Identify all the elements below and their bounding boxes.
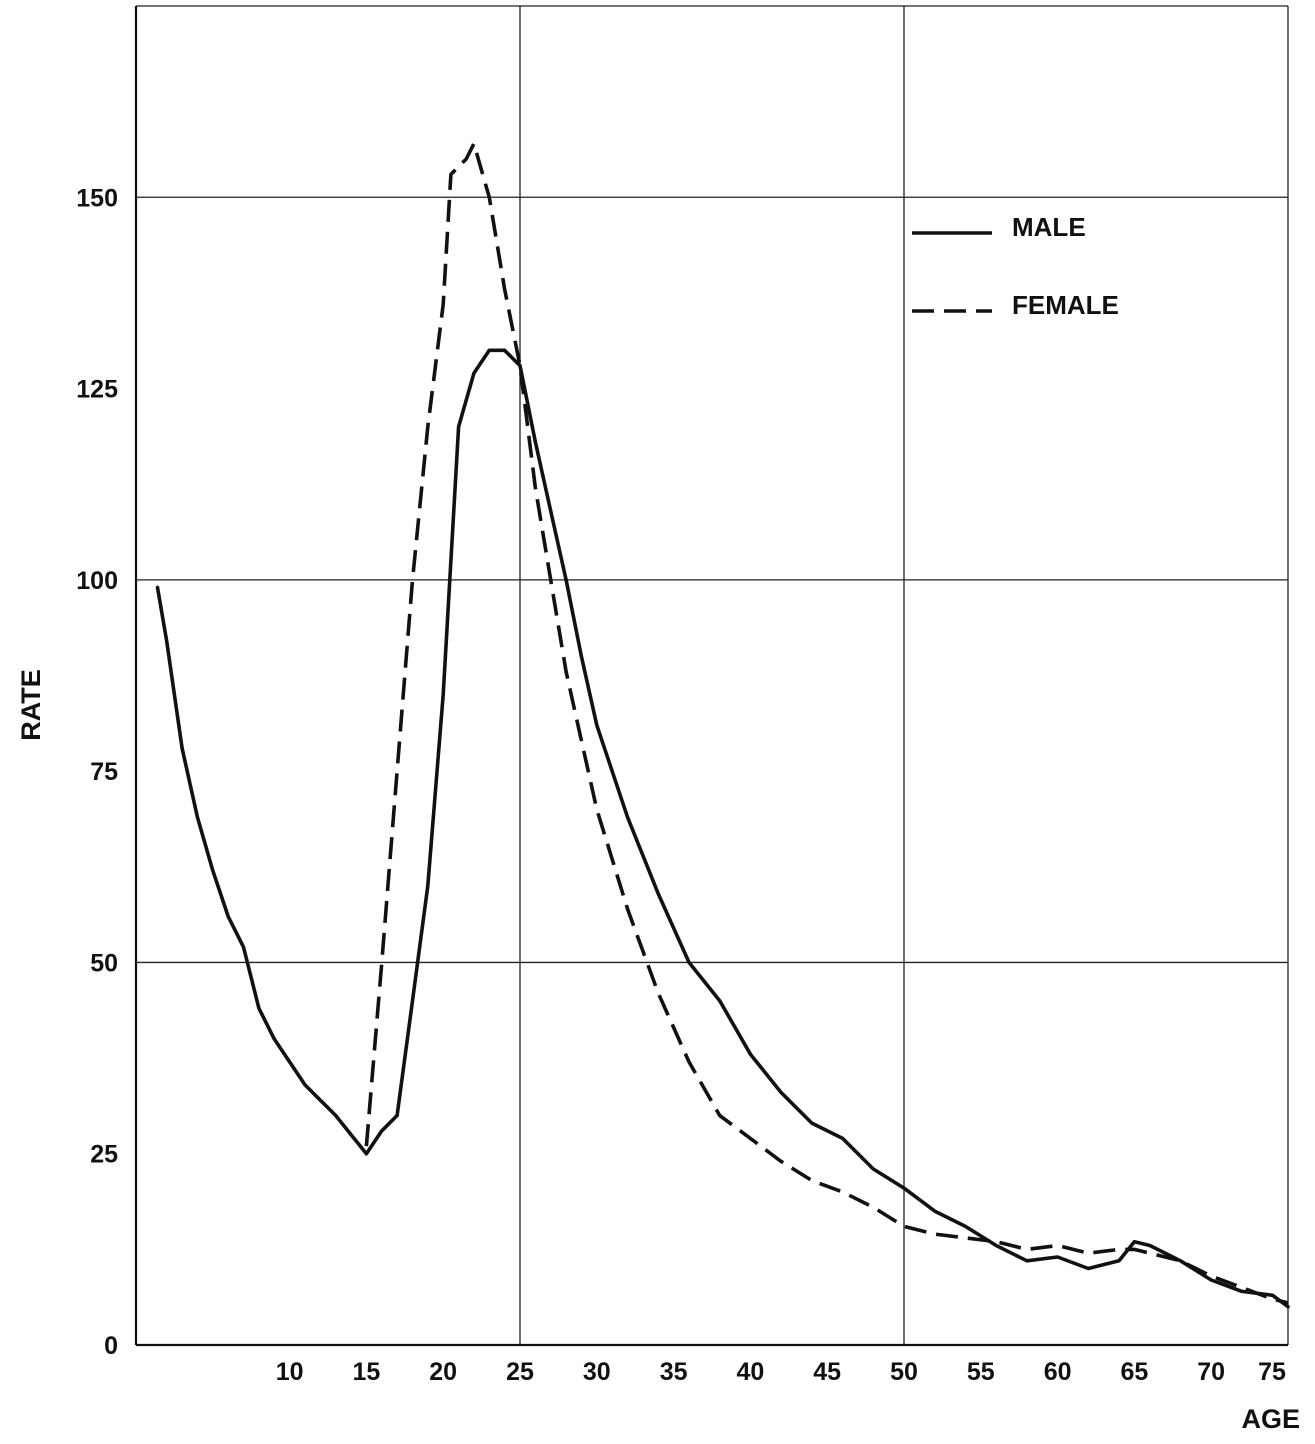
- y-tick-label-50: 50: [90, 949, 118, 977]
- y-tick-label-0: 0: [104, 1332, 118, 1360]
- series-layer: [155, 141, 1290, 1309]
- x-tick-label-10: 10: [276, 1358, 304, 1386]
- x-tick-label-25: 25: [506, 1358, 534, 1386]
- x-tick-label-20: 20: [429, 1358, 457, 1386]
- x-tick-label-40: 40: [736, 1358, 764, 1386]
- legend-layer: MALE FEMALE: [912, 212, 1119, 320]
- axes-layer: [134, 6, 1288, 1347]
- x-tick-label-45: 45: [813, 1358, 841, 1386]
- series-line-female: [364, 141, 1289, 1305]
- y-axis-title: RATE: [16, 669, 46, 741]
- y-tick-label-100: 100: [76, 567, 118, 595]
- x-tick-label-60: 60: [1044, 1358, 1072, 1386]
- legend-label-female: FEMALE: [1012, 290, 1119, 320]
- ticks-layer: 0 25 50 75 100 125 150 10 15 20 25 30 35 40 45 50 55 60 65…: [76, 184, 1286, 1386]
- y-tick-label-25: 25: [90, 1141, 118, 1169]
- y-tick-label-150: 150: [76, 184, 118, 212]
- series-line-male: [155, 348, 1290, 1309]
- x-tick-label-55: 55: [967, 1358, 995, 1386]
- x-tick-label-65: 65: [1120, 1358, 1148, 1386]
- legend-label-male: MALE: [1012, 212, 1086, 242]
- y-tick-label-125: 125: [76, 376, 118, 404]
- x-tick-label-70: 70: [1197, 1358, 1225, 1386]
- x-tick-label-50: 50: [890, 1358, 918, 1386]
- x-axis-title: AGE: [1241, 1404, 1300, 1434]
- x-tick-label-35: 35: [660, 1358, 688, 1386]
- x-tick-label-15: 15: [352, 1358, 380, 1386]
- grid-layer: [136, 5, 1289, 1345]
- y-tick-label-75: 75: [90, 758, 118, 786]
- x-tick-label-30: 30: [583, 1358, 611, 1386]
- x-tick-label-75: 75: [1258, 1358, 1286, 1386]
